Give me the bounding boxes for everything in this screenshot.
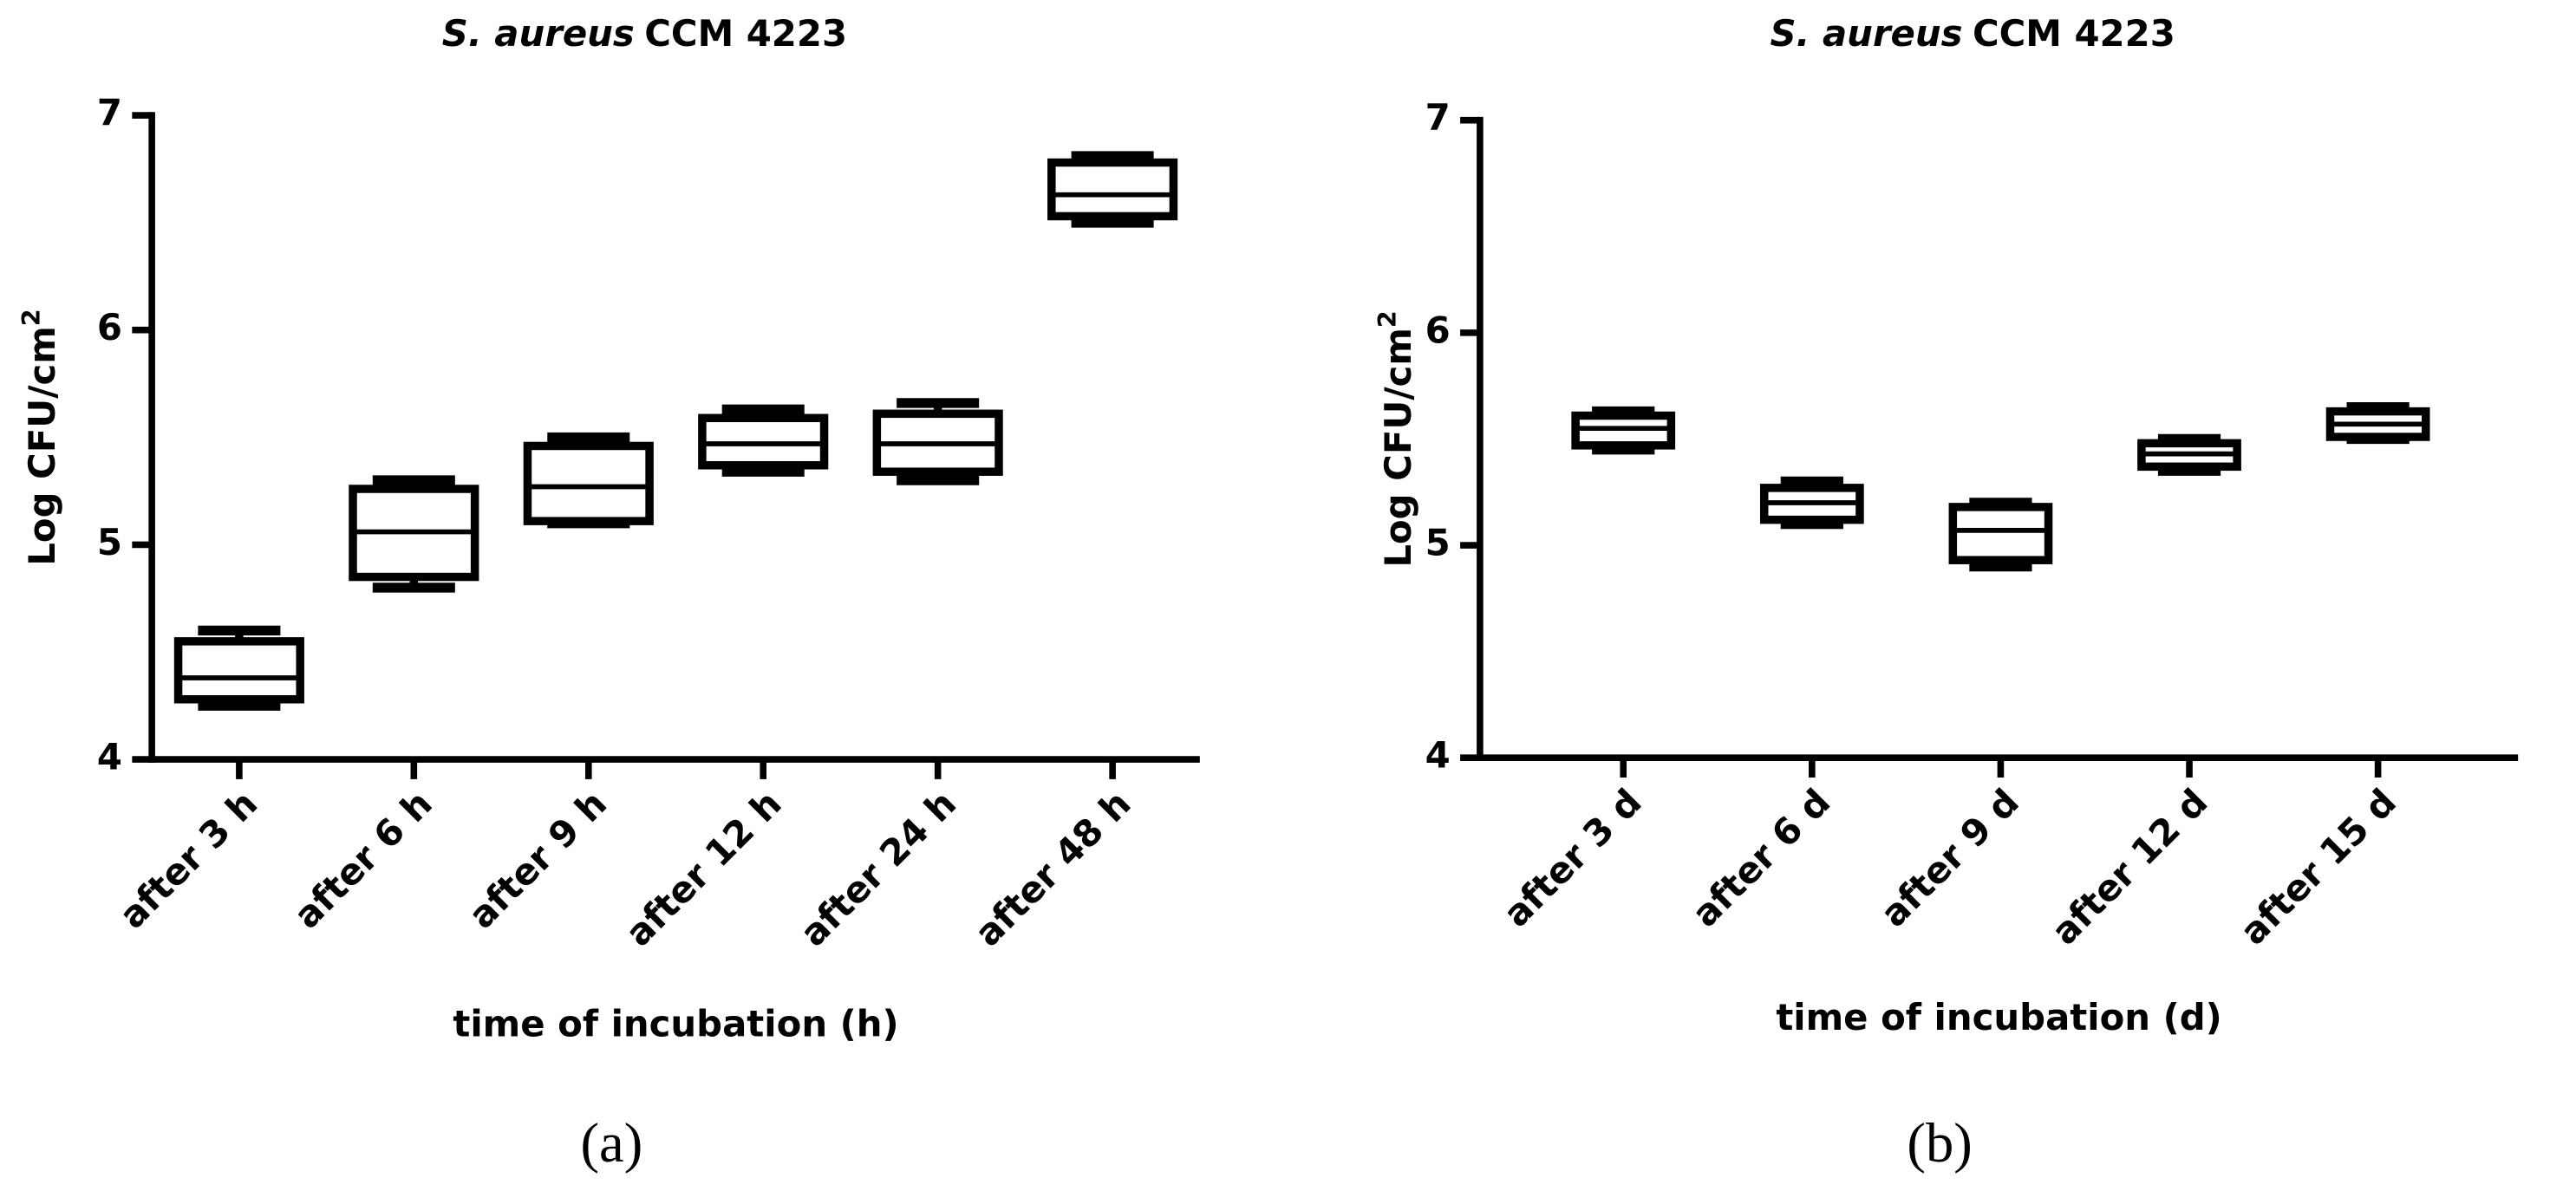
y-tick-label: 4 [1425,734,1451,777]
title-text: CCM 4223 [644,12,847,55]
y-tick-label: 7 [97,92,122,134]
y-label-sup: 2 [17,309,46,326]
x-tick-label: after 15 d [2232,780,2404,953]
x-axis-label: time of incubation (h) [453,1002,898,1045]
y-tick-label: 6 [1425,309,1451,351]
box [1948,503,2053,564]
x-tick-label: after 6 d [1684,780,1839,935]
x-tick-label: after 3 d [1495,780,1650,935]
title-italic: S. aureus [442,12,635,55]
box [523,441,654,525]
chart-title: S. aureus CCM 4223 [1770,12,2175,55]
y-tick-label: 4 [97,736,122,778]
chart: S. aureus CCM 4223 Log CFU/cm2 time of incu… [1373,12,2519,1175]
chart-title: S. aureus CCM 4223 [442,12,847,55]
chart: S. aureus CCM 4223 Log CFU/cm2 time of incu… [17,12,1200,1175]
y-tick-label: 5 [97,521,122,563]
title-italic: S. aureus [1770,12,1962,55]
title-text: CCM 4223 [1973,12,2175,55]
y-tick-label: 7 [1425,96,1451,139]
y-label-text: Log CFU/cm [21,326,63,566]
box [173,637,304,704]
y-label-sup: 2 [1373,310,1402,328]
y-tick-label: 5 [1425,522,1451,564]
x-tick-label: after 6 h [285,782,440,936]
x-tick-label: after 9 d [1872,780,2027,935]
box [1047,158,1178,221]
y-axis-label: Log CFU/cm2 [17,309,63,565]
x-tick-label: after 48 h [967,782,1139,954]
x-tick-label: after 9 h [460,782,615,936]
x-tick-label: after 12 d [2043,780,2215,953]
panel-label: (b) [1907,1111,1972,1175]
y-tick-label: 6 [97,306,122,348]
y-axis-label: Log CFU/cm2 [1373,310,1419,567]
x-axis-label: time of incubation (d) [1776,996,2221,1038]
x-tick-label: after 12 h [617,782,790,954]
y-label-text: Log CFU/cm [1377,328,1419,568]
x-tick-label: after 3 h [111,782,265,936]
panel-label: (a) [581,1111,643,1175]
x-tick-label: after 24 h [792,782,964,954]
